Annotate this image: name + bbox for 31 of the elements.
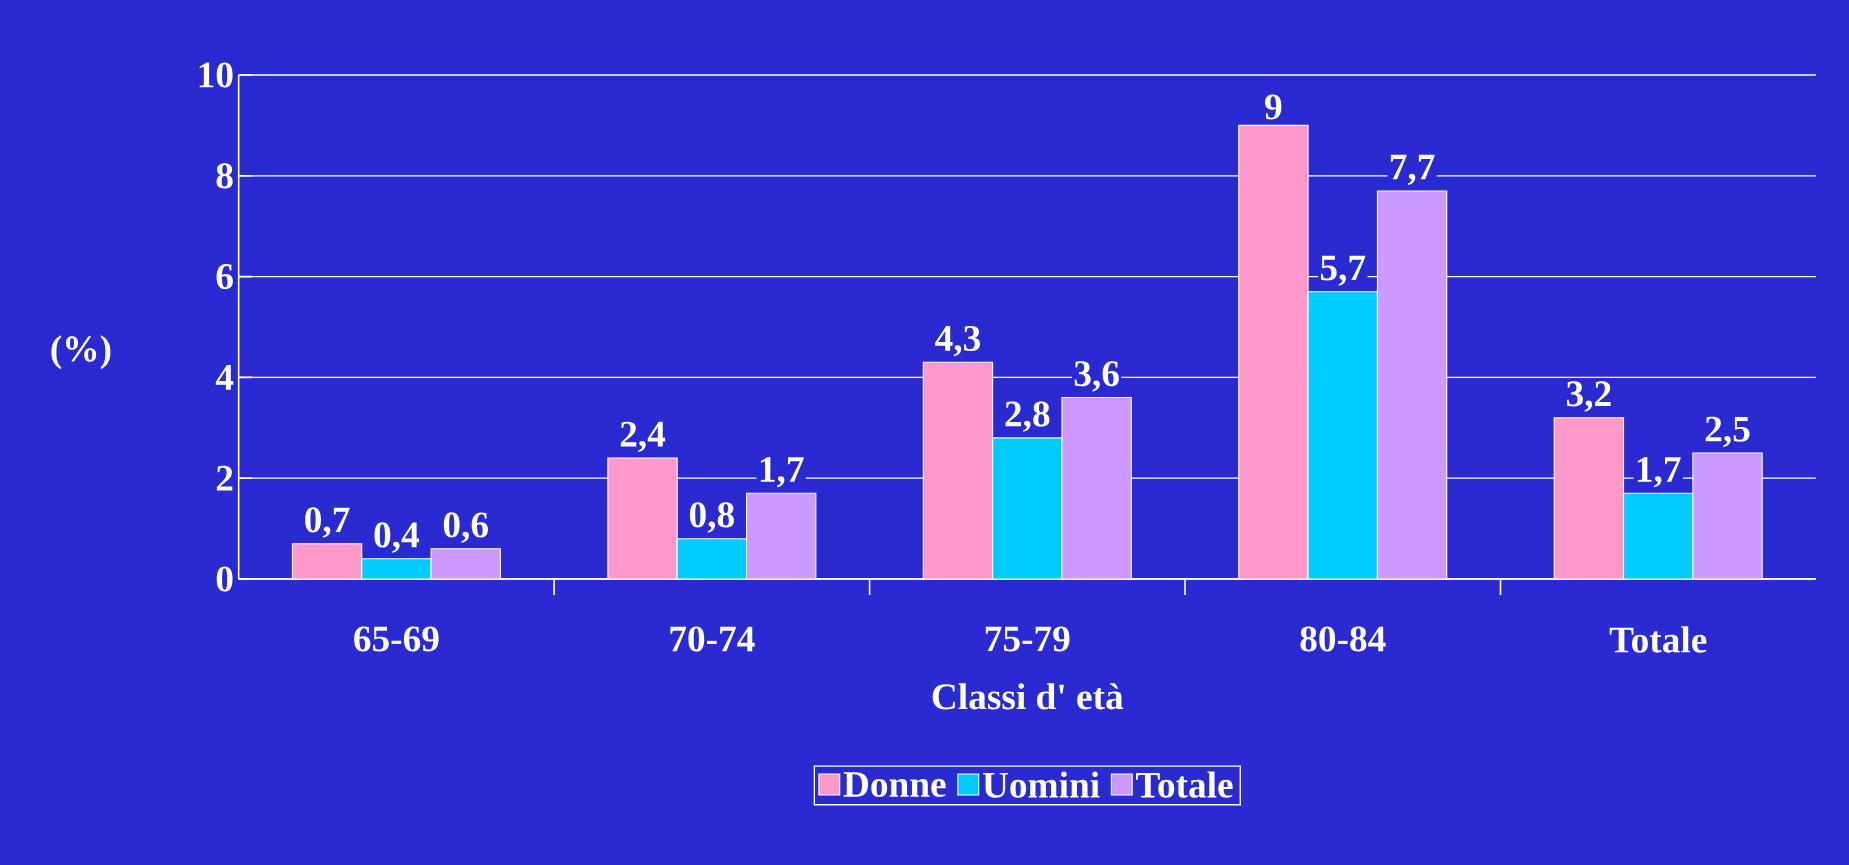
legend-label: Donne (843, 772, 946, 798)
data-label: 2,5 (1705, 416, 1750, 448)
data-label: 5,7 (1320, 255, 1366, 286)
data-label: 0,8 (689, 502, 734, 533)
data-label: 0,6 (443, 512, 488, 543)
y-tick-label: 6 (216, 264, 233, 290)
x-tick-label: 65-69 (354, 626, 439, 652)
data-label: 2,4 (620, 421, 666, 453)
x-tick-label: 80-84 (1300, 626, 1386, 652)
data-label: 4,3 (935, 325, 981, 357)
data-label: 3,2 (1566, 381, 1611, 412)
x-axis-title: Classi d' età (932, 683, 1124, 710)
data-label: 9 (1265, 94, 1282, 120)
y-tick-label: 8 (216, 163, 233, 189)
data-label: 1,7 (1637, 457, 1681, 488)
data-label: 3,6 (1074, 361, 1119, 392)
data-label: 7,7 (1390, 154, 1435, 186)
y-tick-label: 0 (216, 566, 233, 592)
data-label: 0,4 (374, 522, 420, 553)
legend-label: Uomini (982, 771, 1100, 798)
y-axis-title: (%) (51, 335, 111, 370)
x-tick-label: Totale (1609, 626, 1707, 653)
data-label: 1,7 (760, 457, 804, 488)
data-label: 0,7 (305, 507, 350, 538)
data-label: 2,8 (1005, 401, 1050, 433)
legend-label: Totale (1136, 771, 1233, 798)
y-tick-label: 10 (199, 62, 233, 88)
x-tick-label: 70-74 (670, 626, 755, 652)
y-tick-label: 4 (215, 365, 234, 390)
x-tick-label: 75-79 (985, 626, 1070, 652)
y-tick-label: 2 (216, 465, 233, 491)
